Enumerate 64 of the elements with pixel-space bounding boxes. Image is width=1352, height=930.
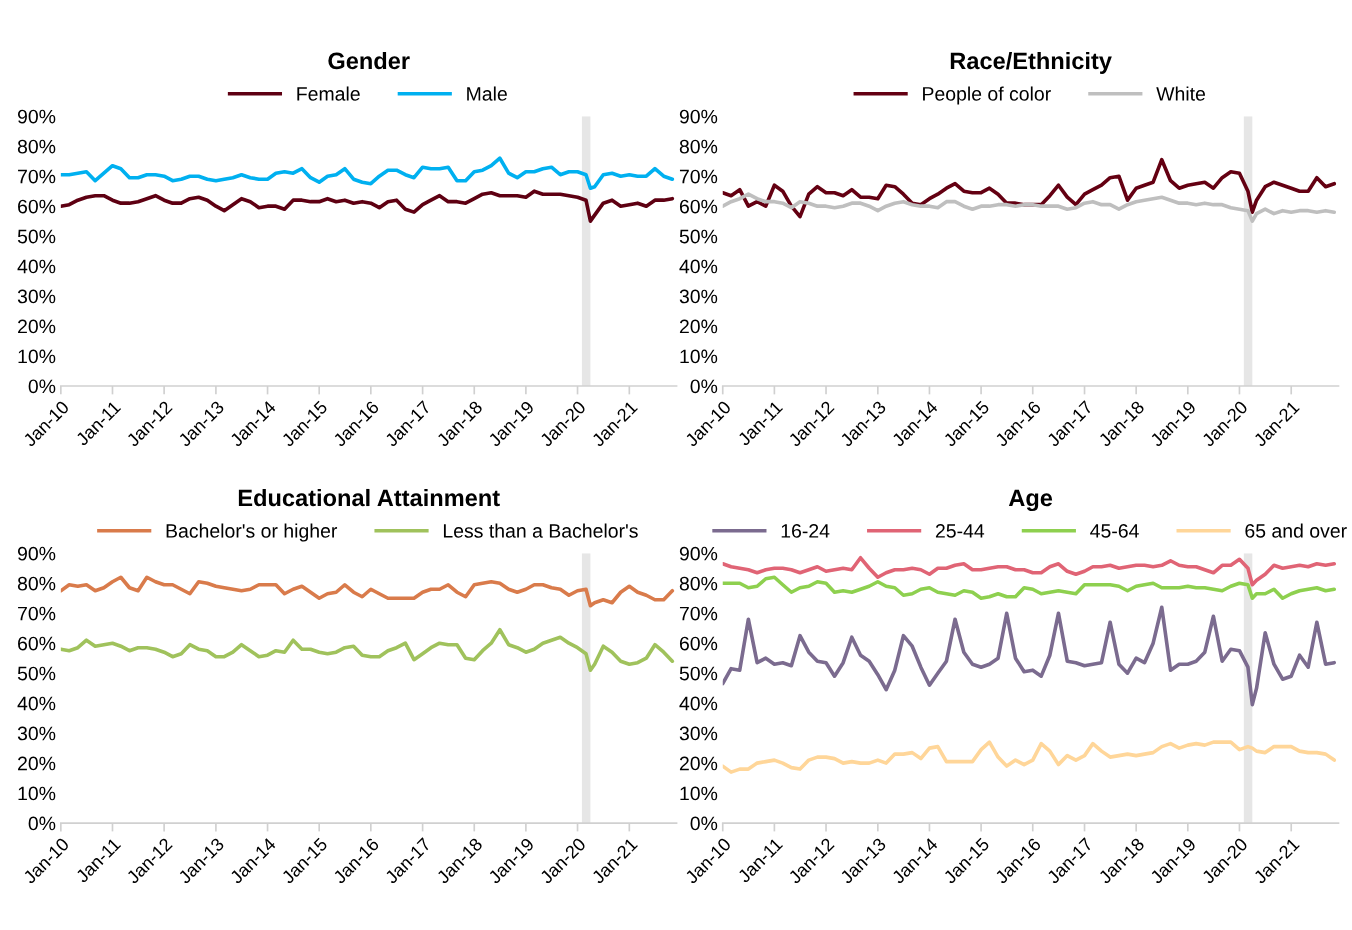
y-tick-label: 50% [679,666,718,681]
y-tick-label: 80% [17,139,56,154]
y-tick-label: 10% [18,349,56,364]
y-tick-label: 50% [17,666,56,681]
y-tick-label: 70% [18,606,56,621]
line-series [722,575,1337,601]
y-tick-label: 60% [679,636,718,651]
legend-label: White [1156,86,1206,101]
y-tick-label: 70% [679,169,718,184]
y-tick-label: 0% [28,816,56,831]
y-tick-label: 50% [17,229,56,244]
legend-label: People of color [923,86,1051,105]
y-tick-label: 20% [679,756,718,771]
legend-label: Bachelor's or higher [166,523,338,542]
y-tick-label: 30% [17,726,56,741]
y-tick-label: 70% [679,606,718,621]
legend-label: Less than a Bachelor's [443,523,638,538]
legend-label: 16-24 [781,524,830,538]
y-tick-label: 0% [28,379,56,394]
legend-label: Male [467,86,507,101]
y-tick-label: 90% [679,109,718,124]
legend-label: 45-64 [1090,524,1139,538]
chart-title: Race/Ethnicity [950,51,1112,74]
y-tick-label: 20% [679,319,718,334]
y-tick-label: 10% [18,786,56,801]
y-tick-label: 40% [17,259,56,274]
y-tick-label: 40% [679,696,718,711]
y-tick-label: 70% [18,169,56,184]
y-tick-label: 30% [17,289,56,304]
y-tick-label: 60% [18,199,56,214]
line-series [722,555,1337,587]
y-tick-label: 90% [17,546,56,561]
y-tick-label: 10% [680,349,718,364]
chart-title: Educational Attainment [238,488,500,507]
y-tick-label: 40% [17,696,56,711]
y-tick-label: 90% [17,109,56,124]
y-tick-label: 50% [679,229,718,244]
chart-title: Gender [328,51,410,70]
y-tick-label: 0% [690,816,718,831]
y-tick-label: 90% [679,546,718,561]
line-series [60,575,675,608]
legend-label: Female [297,86,360,101]
y-tick-label: 80% [679,576,718,591]
chart-title: Age [1008,489,1053,512]
line-series [722,605,1337,707]
line-series [60,189,675,223]
legend-label: 25-44 [935,524,985,538]
line-series [722,192,1337,223]
y-tick-label: 30% [679,289,718,304]
y-tick-label: 20% [18,756,56,771]
y-tick-label: 30% [679,726,718,741]
line-series [722,740,1337,774]
y-tick-label: 20% [18,319,56,334]
y-tick-label: 10% [680,786,718,801]
y-tick-label: 80% [17,576,56,591]
line-series [722,157,1337,219]
y-tick-label: 40% [679,259,718,274]
y-tick-label: 60% [679,199,718,214]
legend-label: 65 and over [1245,523,1347,538]
y-tick-label: 80% [679,139,718,154]
line-series [60,627,675,672]
y-tick-label: 0% [690,379,718,394]
line-series [60,156,675,190]
y-tick-label: 60% [18,636,56,651]
